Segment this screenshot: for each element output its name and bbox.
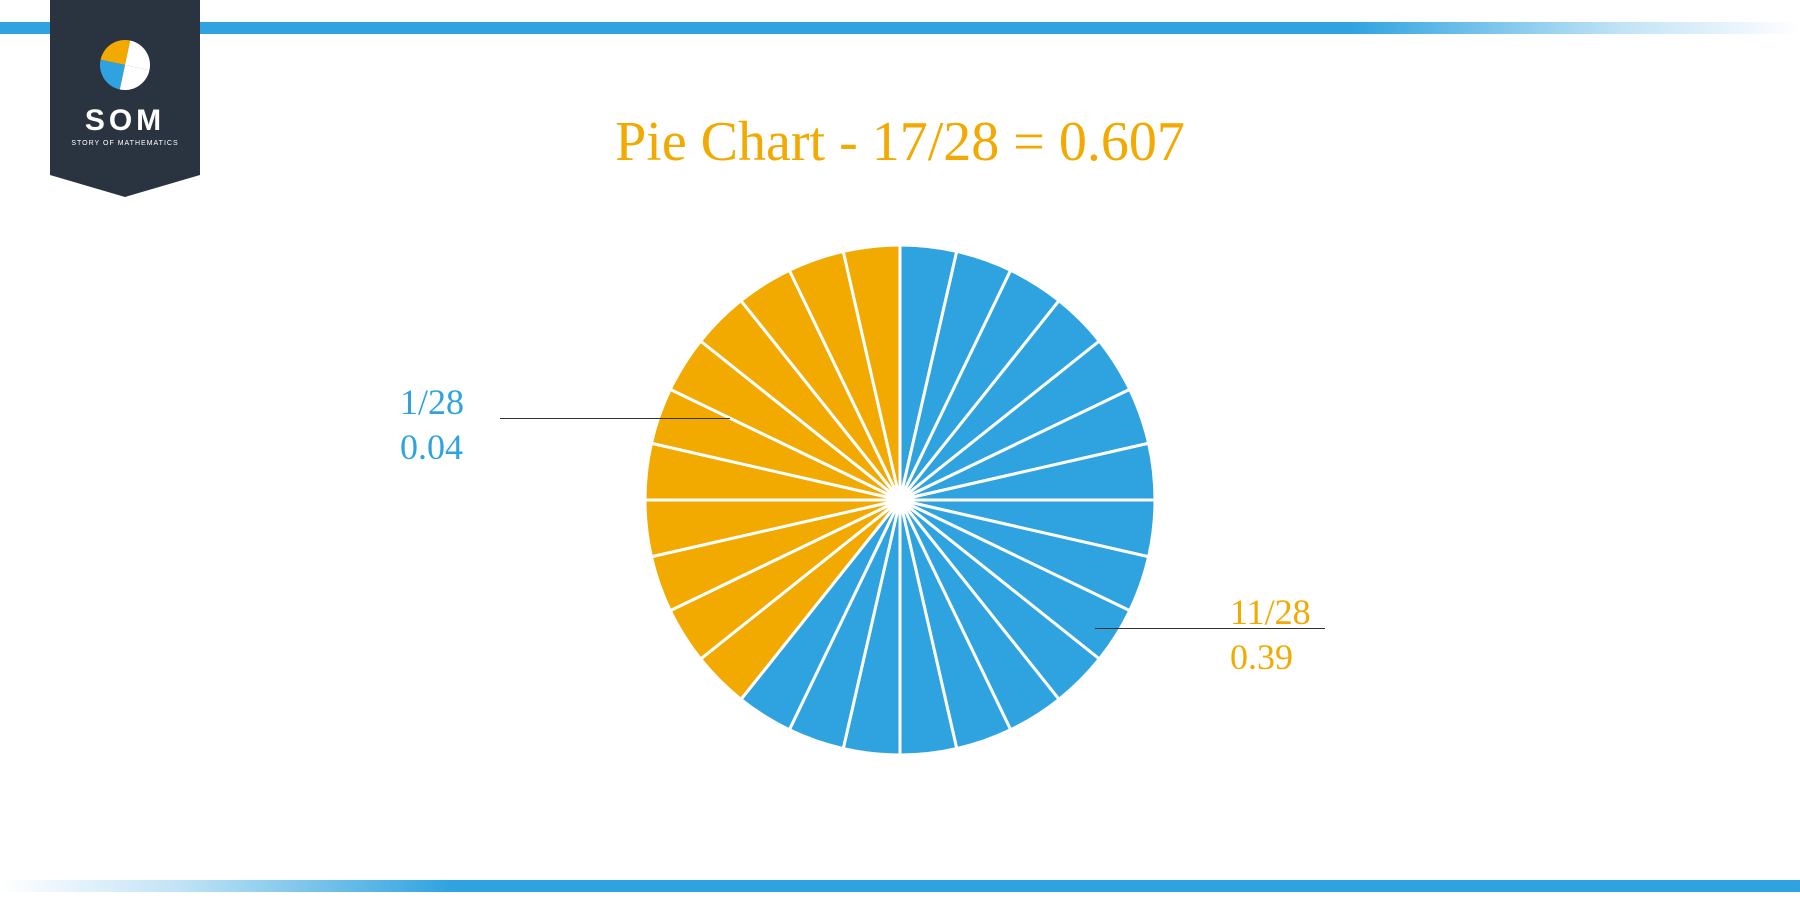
logo-text: SOM <box>85 104 165 138</box>
label-left: 1/28 0.04 <box>400 380 464 470</box>
label-right: 11/28 0.39 <box>1230 590 1311 680</box>
logo-badge: SOM STORY OF MATHEMATICS <box>50 0 200 175</box>
label-left-decimal: 0.04 <box>400 425 464 470</box>
bottom-accent-bar <box>0 880 1800 892</box>
pie-chart <box>635 235 1165 765</box>
top-accent-bar <box>0 22 1800 34</box>
label-right-fraction: 11/28 <box>1230 590 1311 635</box>
chart-title: Pie Chart - 17/28 = 0.607 <box>615 110 1185 174</box>
logo-icon <box>98 38 152 92</box>
label-left-fraction: 1/28 <box>400 380 464 425</box>
logo-subtext: STORY OF MATHEMATICS <box>71 140 178 147</box>
label-right-decimal: 0.39 <box>1230 635 1311 680</box>
leader-line-left <box>500 418 730 419</box>
